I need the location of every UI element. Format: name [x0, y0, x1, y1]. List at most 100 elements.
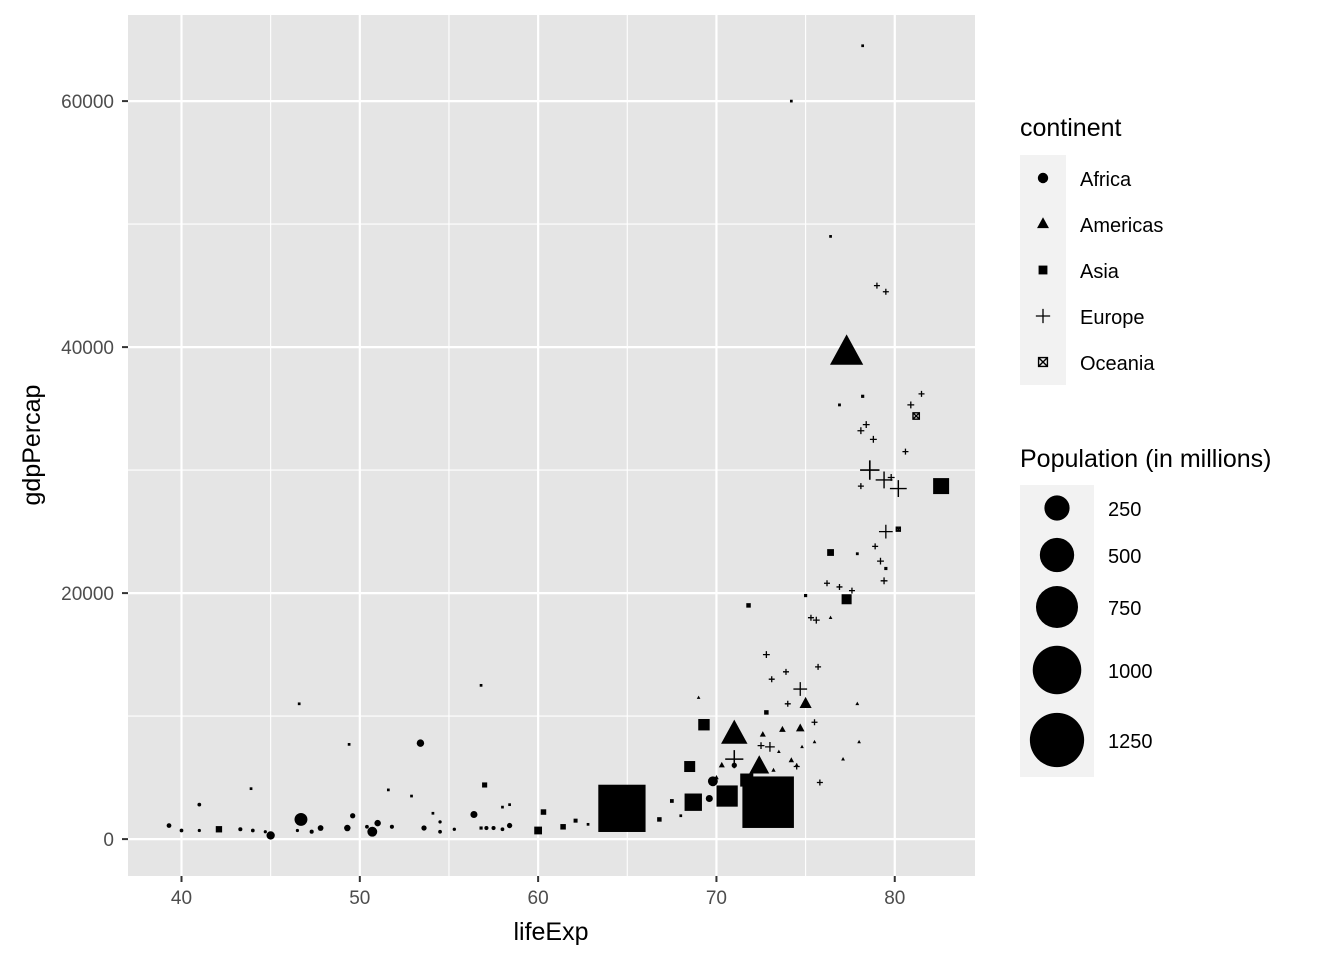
data-point-square — [684, 761, 696, 773]
data-point-square — [534, 826, 543, 835]
data-point-plus — [815, 663, 822, 670]
data-point-plus — [811, 719, 818, 726]
data-point-circle — [484, 825, 489, 831]
data-point-triangle — [855, 701, 860, 706]
legend-key-size — [1044, 495, 1070, 521]
data-point-square — [386, 788, 390, 792]
data-point-square — [482, 782, 488, 788]
plot-panel — [128, 15, 975, 876]
data-point-square — [431, 811, 435, 815]
data-point-triangle — [749, 755, 770, 774]
data-point-plus — [862, 421, 870, 429]
x-tick-label: 60 — [528, 888, 549, 909]
data-point-circle — [365, 824, 369, 829]
data-point-triangle — [721, 719, 748, 744]
data-point-square — [841, 594, 852, 605]
data-point-plus — [816, 779, 823, 786]
x-tick-label: 50 — [349, 888, 370, 909]
data-point-circle — [470, 810, 478, 819]
data-point-plus — [860, 460, 880, 480]
data-point-circle — [506, 822, 513, 829]
data-point-circle — [179, 828, 184, 833]
data-point-square — [861, 44, 865, 48]
data-point-plus — [878, 524, 893, 539]
data-point-triangle — [800, 744, 804, 749]
data-point-square — [508, 803, 511, 807]
data-point-triangle — [829, 334, 864, 365]
data-point-circle — [374, 819, 381, 827]
data-point-circle — [421, 825, 427, 831]
data-point-circle — [294, 812, 308, 826]
data-point-plus — [848, 587, 855, 594]
data-point-circle — [295, 828, 299, 833]
data-point-circle — [317, 825, 324, 831]
legend-key-size — [1039, 537, 1075, 573]
data-point-triangle — [771, 767, 776, 772]
y-axis-title: gdpPercap — [18, 385, 46, 506]
data-point-circle — [266, 831, 275, 840]
y-tick-label: 20000 — [61, 584, 114, 605]
data-point-square — [560, 824, 566, 830]
data-point-plus — [836, 583, 843, 590]
legend-label-continent: Europe — [1080, 307, 1145, 329]
data-point-square — [855, 552, 859, 556]
legend-label-continent: Americas — [1080, 215, 1163, 237]
data-point-triangle — [718, 761, 725, 768]
data-point-circle — [491, 825, 496, 831]
legend-label-size: 500 — [1108, 546, 1141, 568]
data-point-plus — [782, 668, 789, 675]
data-point-plus — [812, 616, 820, 624]
data-point-square — [249, 787, 253, 791]
data-point-triangle — [696, 695, 701, 699]
legend-key-square — [1038, 265, 1048, 275]
data-point-circle — [500, 827, 505, 832]
data-point-plus — [880, 577, 888, 585]
data-point-square — [604, 812, 608, 817]
legend-key-size — [1029, 712, 1085, 768]
x-tick-label: 70 — [706, 888, 727, 909]
data-point-plus — [807, 614, 814, 621]
legend-label-size: 250 — [1108, 499, 1141, 521]
data-point-square — [838, 403, 841, 407]
data-point-square — [684, 793, 702, 811]
data-point-square — [573, 818, 578, 823]
x-tick-label: 40 — [171, 888, 192, 909]
data-point-plus — [877, 557, 884, 565]
data-point-triangle — [777, 749, 781, 754]
legend-key-triangle — [1037, 217, 1049, 229]
data-points — [166, 44, 950, 840]
data-point-plus — [784, 700, 791, 707]
data-point-square — [764, 710, 769, 715]
x-axis-ticks: 40 50 60 70 80 — [171, 876, 905, 909]
data-point-plus — [902, 448, 909, 455]
data-point-square — [410, 794, 413, 798]
data-point-triangle — [788, 757, 795, 763]
x-axis-title: lifeExp — [513, 918, 588, 946]
legend-label-continent: Africa — [1080, 169, 1132, 191]
data-point-circle — [452, 827, 456, 831]
legend-label-size: 1250 — [1108, 731, 1153, 753]
y-tick-label: 0 — [103, 830, 114, 851]
data-point-square — [540, 809, 547, 815]
data-point-plus — [907, 401, 915, 409]
data-point-circle — [438, 820, 442, 824]
data-point-square-x — [912, 412, 921, 420]
x-tick-label: 80 — [884, 888, 905, 909]
data-point-triangle — [812, 739, 817, 744]
data-point-square — [827, 549, 834, 556]
data-point-plus — [823, 580, 830, 587]
data-point-square — [501, 805, 504, 809]
data-point-plus — [768, 676, 775, 683]
data-point-circle — [367, 826, 378, 837]
data-point-square — [657, 817, 662, 822]
data-point-triangle — [759, 731, 766, 737]
data-point-circle — [263, 830, 267, 834]
data-point-square-x — [895, 526, 902, 532]
data-point-square — [347, 743, 351, 746]
data-point-circle — [197, 802, 202, 807]
size-legend: 250 500 750 1000 1250 — [1029, 495, 1153, 768]
data-point-square — [829, 235, 832, 238]
data-point-triangle — [799, 696, 812, 709]
data-point-plus — [887, 474, 895, 481]
data-point-triangle — [828, 615, 833, 619]
